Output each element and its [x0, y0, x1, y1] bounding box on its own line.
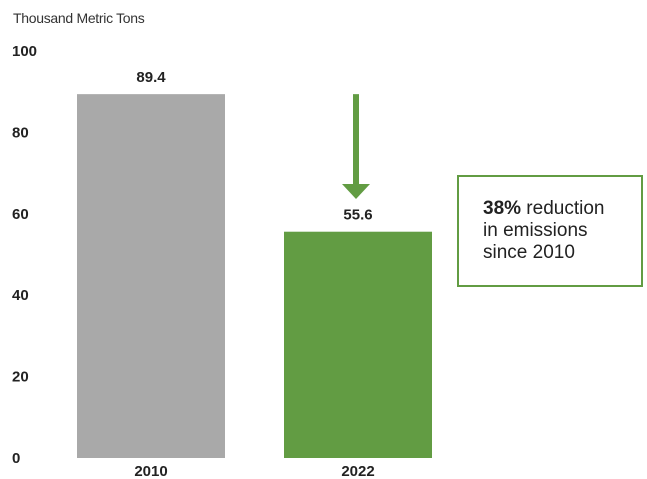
callout-line-2: in emissions — [483, 220, 588, 241]
y-tick-label-60: 60 — [12, 206, 29, 223]
value-label-2010: 89.4 — [136, 69, 166, 86]
reduction-arrow-head — [342, 184, 370, 199]
reduction-callout: 38% reduction in emissions since 2010 — [457, 175, 643, 287]
y-tick-label-80: 80 — [12, 124, 29, 141]
y-tick-label-20: 20 — [12, 369, 29, 386]
y-tick-label-100: 100 — [12, 43, 37, 60]
y-axis-title: Thousand Metric Tons — [13, 10, 145, 26]
callout-reduction-text: reduction — [521, 198, 605, 219]
bar-2010 — [77, 94, 225, 458]
callout-percent: 38% — [483, 198, 522, 219]
category-label-2010: 2010 — [134, 463, 167, 479]
reduction-arrow-shaft — [353, 94, 359, 184]
callout-line-1: 38% reduction — [483, 198, 629, 220]
callout-line-3: since 2010 — [483, 242, 575, 263]
value-label-2022: 55.6 — [343, 207, 372, 224]
y-tick-label-0: 0 — [12, 450, 20, 467]
y-tick-label-40: 40 — [12, 287, 29, 304]
bar-2022 — [284, 231, 432, 458]
category-label-2022: 2022 — [341, 463, 374, 479]
